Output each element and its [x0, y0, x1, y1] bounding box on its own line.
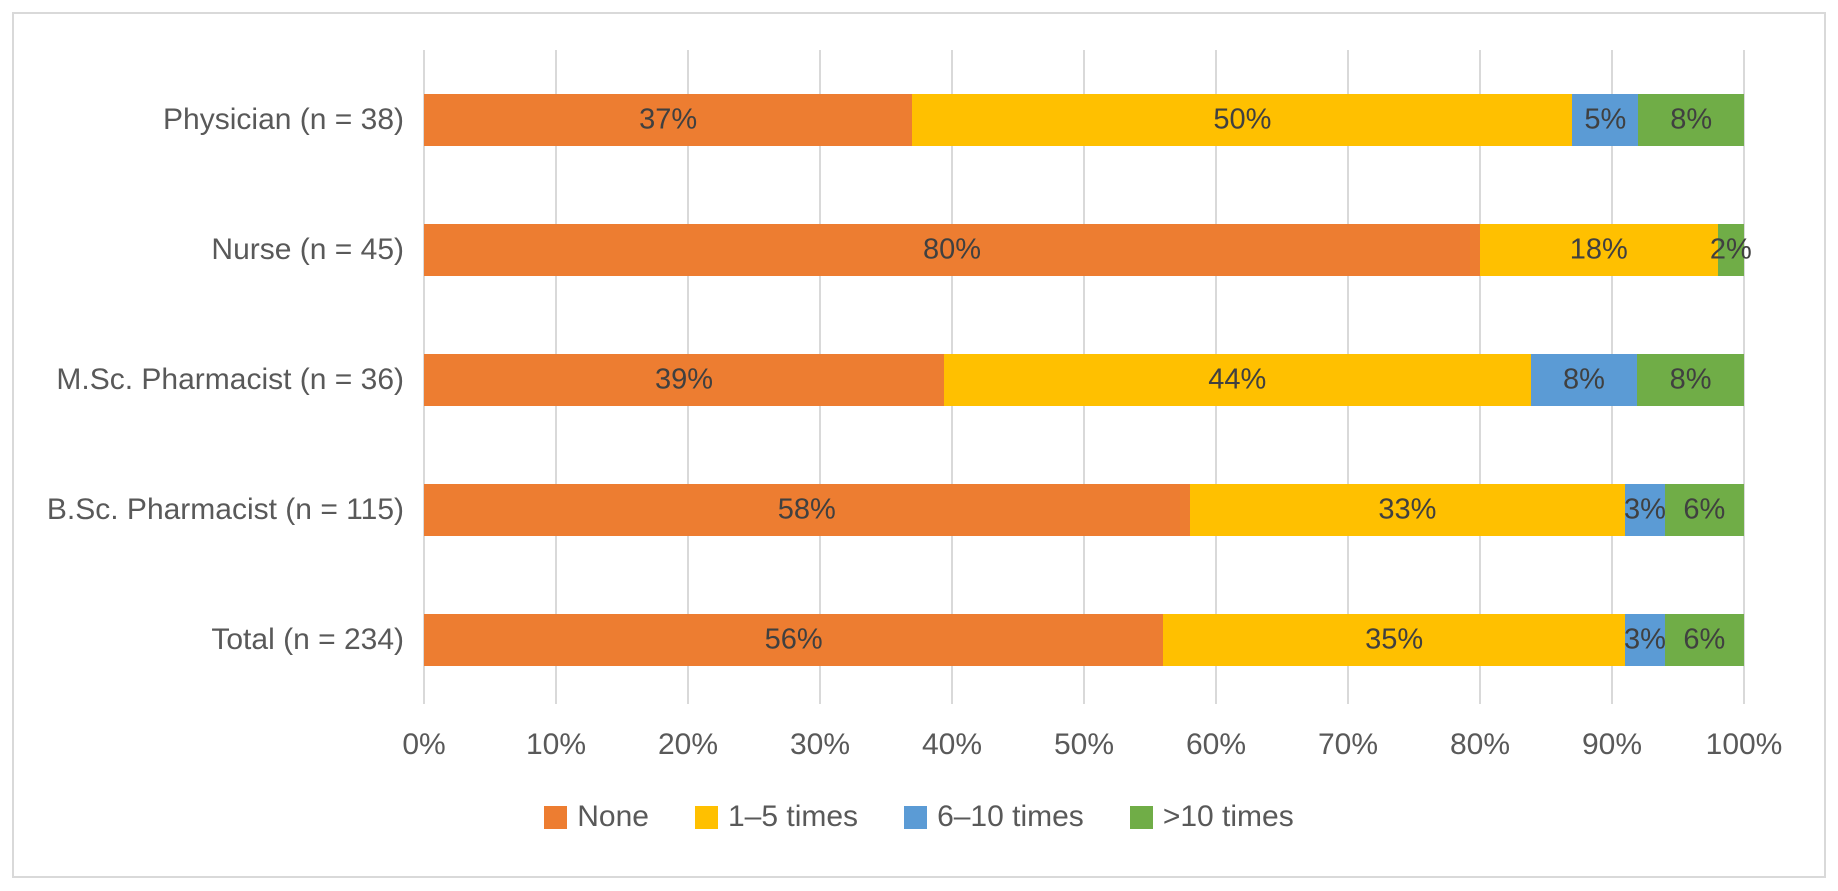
legend-swatch-icon: [1129, 805, 1153, 829]
bar-segment: 5%: [1572, 94, 1639, 146]
bar-segment: 8%: [1637, 354, 1744, 406]
bar-segment: 58%: [424, 484, 1190, 536]
category-label: B.Sc. Pharmacist (n = 115): [46, 493, 404, 526]
segment-data-label: 2%: [1709, 233, 1752, 266]
bar-segment: 56%: [424, 614, 1164, 666]
x-tick-label: 90%: [1581, 728, 1643, 761]
x-tick-label: 20%: [657, 728, 719, 761]
bar-segment: 8%: [1530, 354, 1638, 406]
legend-swatch-icon: [694, 805, 718, 829]
plot-area: 37% 50% 5% 8% 80% 18% 2% 39% 44% 8% 8% 58% 33% 3% 6% 56…: [423, 50, 1752, 704]
bar-segment: 3%: [1624, 484, 1666, 536]
segment-data-label: 3%: [1624, 623, 1666, 656]
legend-item: >10 times: [1129, 800, 1294, 834]
legend: None 1–5 times 6–10 times >10 times: [0, 800, 1838, 834]
x-tick-label: 80%: [1449, 728, 1511, 761]
bar-segment: 8%: [1638, 94, 1744, 146]
x-tick-label: 100%: [1705, 728, 1783, 761]
x-tick-label: 70%: [1317, 728, 1379, 761]
legend-label: 1–5 times: [727, 800, 859, 833]
chart-frame: [12, 12, 1826, 878]
category-label: Total (n = 234): [211, 623, 404, 656]
segment-data-label: 50%: [1213, 103, 1272, 136]
bar-segment: 2%: [1710, 224, 1752, 276]
x-tick-label: 40%: [921, 728, 983, 761]
segment-data-label: 5%: [1584, 103, 1627, 136]
segment-data-label: 6%: [1683, 623, 1726, 656]
segment-data-label: 37%: [639, 103, 698, 136]
bar-row: 58% 33% 3% 6%: [424, 484, 1744, 536]
category-label: Physician (n = 38): [163, 103, 404, 136]
bar-segment: 44%: [944, 354, 1531, 406]
bar-segment: 33%: [1189, 484, 1626, 536]
segment-data-label: 3%: [1624, 493, 1666, 526]
legend-label: None: [577, 800, 649, 833]
segment-data-label: 18%: [1569, 233, 1628, 266]
bar-segment: 39%: [424, 354, 944, 406]
segment-data-label: 35%: [1365, 623, 1424, 656]
x-tick-label: 50%: [1053, 728, 1115, 761]
segment-data-label: 8%: [1670, 103, 1713, 136]
segment-data-label: 58%: [777, 493, 836, 526]
bar-segment: 37%: [424, 94, 913, 146]
category-label: M.Sc. Pharmacist (n = 36): [56, 363, 404, 396]
category-label: Nurse (n = 45): [211, 233, 404, 266]
segment-data-label: 56%: [764, 623, 823, 656]
segment-data-label: 8%: [1669, 363, 1712, 396]
segment-data-label: 6%: [1683, 493, 1726, 526]
x-tick-label: 0%: [402, 728, 446, 761]
segment-data-label: 39%: [654, 363, 714, 396]
gridline: [1743, 50, 1745, 704]
legend-item: None: [544, 800, 649, 834]
bar-segment: 35%: [1163, 614, 1626, 666]
legend-swatch-icon: [544, 805, 568, 829]
legend-label: 6–10 times: [937, 800, 1084, 833]
bar-segment: 80%: [424, 224, 1480, 276]
bar-segment: 18%: [1480, 224, 1718, 276]
segment-data-label: 8%: [1563, 363, 1605, 396]
bar-row: 56% 35% 3% 6%: [424, 614, 1744, 666]
bar-row: 80% 18% 2%: [424, 224, 1752, 276]
x-tick-label: 10%: [525, 728, 587, 761]
bar-row: 39% 44% 8% 8%: [424, 354, 1744, 406]
bar-row: 37% 50% 5% 8%: [424, 94, 1744, 146]
bar-segment: 6%: [1664, 614, 1744, 666]
bar-segment: 50%: [912, 94, 1573, 146]
bar-segment: 6%: [1664, 484, 1744, 536]
x-tick-label: 60%: [1185, 728, 1247, 761]
legend-swatch-icon: [904, 805, 928, 829]
x-tick-label: 30%: [789, 728, 851, 761]
segment-data-label: 80%: [922, 233, 982, 266]
legend-item: 6–10 times: [904, 800, 1084, 834]
legend-item: 1–5 times: [694, 800, 859, 834]
y-axis-category-labels: Physician (n = 38) Nurse (n = 45) M.Sc. Ph…: [0, 50, 404, 704]
x-axis: 0% 10% 20% 30% 40% 50% 60% 70% 80% 90% 100%: [402, 728, 1782, 768]
bar-segment: 3%: [1624, 614, 1666, 666]
segment-data-label: 33%: [1378, 493, 1437, 526]
segment-data-label: 44%: [1208, 363, 1267, 396]
legend-label: >10 times: [1162, 800, 1294, 833]
